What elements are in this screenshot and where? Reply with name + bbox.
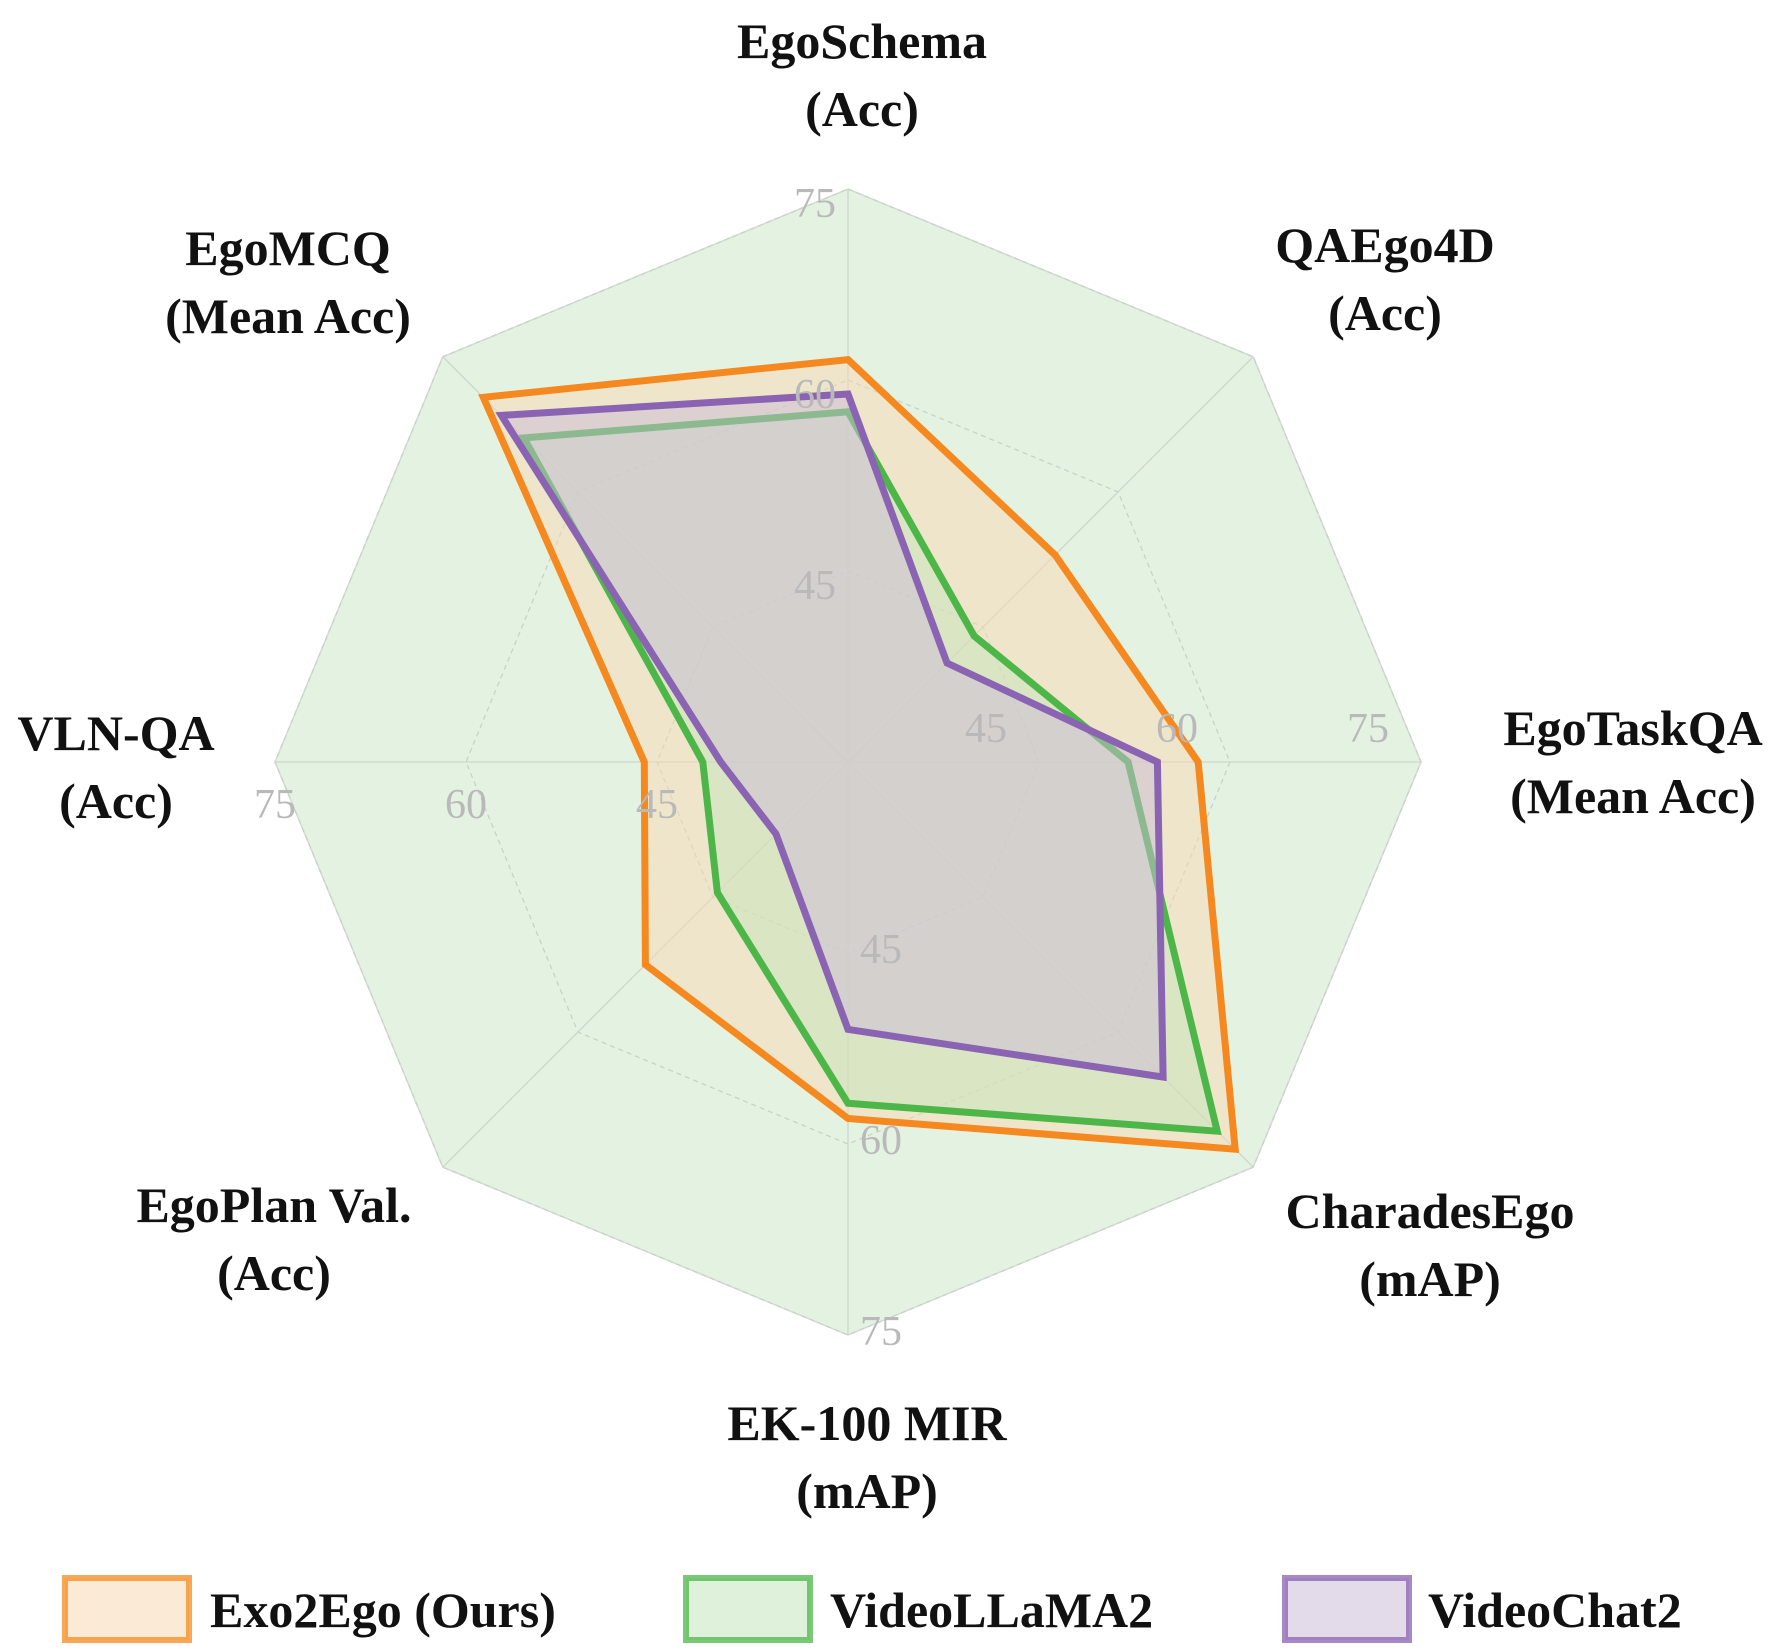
tick-label: 75 (254, 782, 296, 828)
series-3-polygon (495, 390, 1167, 1082)
axis-label-metric: (Acc) (1328, 285, 1442, 341)
legend-item: VideoLLaMA2 (683, 1575, 1153, 1643)
tick-label: 75 (1347, 706, 1389, 752)
axis-label-name: EgoSchema (737, 13, 987, 69)
tick-label: 60 (794, 372, 836, 418)
legend-label: VideoChat2 (1428, 1582, 1682, 1638)
tick-label: 45 (965, 706, 1007, 752)
tick-label: 45 (636, 782, 678, 828)
radar-axis-labels: EgoSchema (Acc) QAEgo4D (Acc) EgoTaskQA (Mean… (17, 13, 1762, 1519)
axis-label-metric: (Acc) (805, 81, 919, 137)
axis-label-metric: (mAP) (796, 1463, 938, 1519)
tick-label: 60 (860, 1118, 902, 1164)
chart-legend: Exo2Ego (Ours) VideoLLaMA2 VideoChat2 (62, 1575, 1682, 1643)
tick-label: 45 (860, 927, 902, 973)
axis-label-name: CharadesEgo (1286, 1183, 1575, 1239)
tick-label: 60 (445, 782, 487, 828)
legend-label: Exo2Ego (Ours) (210, 1582, 556, 1638)
axis-label-name: EK-100 MIR (727, 1395, 1007, 1451)
tick-label: 75 (794, 181, 836, 227)
axis-label-metric: (Mean Acc) (1510, 768, 1756, 824)
grid-ring (465, 379, 1231, 1145)
legend-swatch (683, 1575, 813, 1643)
axis-label-metric: (Mean Acc) (165, 288, 411, 344)
legend-item: VideoChat2 (1282, 1575, 1682, 1643)
axis-label-metric: (mAP) (1359, 1251, 1501, 1307)
legend-swatch (1282, 1575, 1412, 1643)
axis-label-name: EgoPlan Val. (136, 1177, 411, 1233)
tick-label: 60 (1156, 706, 1198, 752)
axis-label-name: EgoMCQ (185, 220, 391, 276)
tick-label: 45 (794, 563, 836, 609)
radar-tick-labels: 75 60 45 75 60 45 75 60 45 75 60 45 (254, 181, 1389, 1355)
axis-label-name: VLN-QA (17, 705, 214, 761)
legend-item: Exo2Ego (Ours) (62, 1575, 556, 1643)
tick-label: 75 (860, 1309, 902, 1355)
legend-label: VideoLLaMA2 (830, 1582, 1153, 1638)
axis-label-metric: (Acc) (217, 1245, 331, 1301)
legend-swatch (62, 1575, 192, 1643)
axis-label-name: QAEgo4D (1275, 217, 1494, 273)
axis-label-metric: (Acc) (59, 773, 173, 829)
axis-label-name: EgoTaskQA (1503, 700, 1762, 756)
radar-series (478, 355, 1240, 1154)
